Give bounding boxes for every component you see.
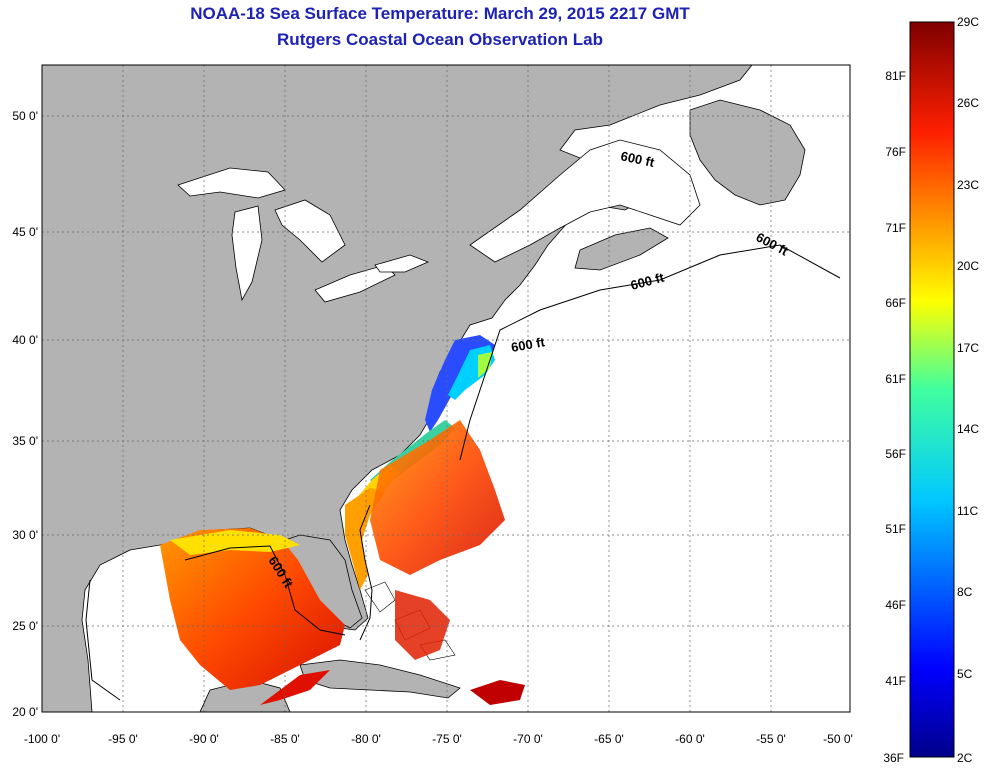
colorbar-c-label: 8C xyxy=(957,585,973,599)
lon-tick-label: -100 0' xyxy=(24,732,60,746)
colorbar-f-label: 81F xyxy=(885,69,906,83)
lon-tick-label: -85 0' xyxy=(270,732,300,746)
lat-tick-label: 50 0' xyxy=(12,109,38,123)
colorbar-f-label: 61F xyxy=(885,372,906,386)
land-nova-scotia xyxy=(574,227,669,271)
lat-tick-label: 20 0' xyxy=(12,705,38,719)
colorbar-f-label: 46F xyxy=(885,598,906,612)
colorbar-fahrenheit-labels: 81F 76F 71F 66F 61F 56F 51F 46F 41F 36F xyxy=(883,69,906,765)
lat-tick-label: 35 0' xyxy=(12,434,38,448)
lon-tick-label: -55 0' xyxy=(756,732,786,746)
lon-tick-label: -80 0' xyxy=(351,732,381,746)
colorbar-c-label: 11C xyxy=(957,504,978,518)
colorbar-f-label: 51F xyxy=(885,522,906,536)
colorbar-f-label: 76F xyxy=(885,145,906,159)
map-frame xyxy=(41,64,851,713)
lat-axis: 20 0' 25 0' 30 0' 35 0' 40 0' 45 0' 50 0… xyxy=(12,109,38,719)
lon-axis: -100 0' -95 0' -90 0' -85 0' -80 0' -75 … xyxy=(24,732,853,746)
colorbar-celsius-labels: 29C 26C 23C 20C 17C 14C 11C 8C 5C 2C xyxy=(957,15,979,765)
temperature-colorbar xyxy=(909,21,955,758)
colorbar-f-label: 41F xyxy=(885,674,906,688)
map-title: NOAA-18 Sea Surface Temperature: March 2… xyxy=(190,4,690,23)
colorbar-c-label: 23C xyxy=(957,178,979,192)
map-subtitle: Rutgers Coastal Ocean Observation Lab xyxy=(277,30,603,49)
contour-label: 600 ft xyxy=(510,334,547,355)
lon-tick-label: -75 0' xyxy=(432,732,462,746)
colorbar-f-label: 66F xyxy=(885,296,906,310)
lon-tick-label: -70 0' xyxy=(513,732,543,746)
lon-tick-label: -60 0' xyxy=(675,732,705,746)
land-newfoundland xyxy=(689,99,806,206)
lon-tick-label: -65 0' xyxy=(594,732,624,746)
lat-tick-label: 45 0' xyxy=(12,225,38,239)
colorbar-c-label: 14C xyxy=(957,422,979,436)
colorbar-f-label: 56F xyxy=(885,447,906,461)
colorbar-c-label: 26C xyxy=(957,96,979,110)
lon-tick-label: -50 0' xyxy=(823,732,853,746)
colorbar-c-label: 29C xyxy=(957,15,979,29)
lon-tick-label: -90 0' xyxy=(189,732,219,746)
colorbar-c-label: 5C xyxy=(957,667,973,681)
colorbar-f-label: 71F xyxy=(885,221,906,235)
contour-label: 600 ft xyxy=(619,148,656,170)
lat-tick-label: 25 0' xyxy=(12,619,38,633)
lon-tick-label: -95 0' xyxy=(108,732,138,746)
colorbar-f-label: 36F xyxy=(883,751,904,765)
colorbar-c-label: 2C xyxy=(957,751,973,765)
colorbar-c-label: 17C xyxy=(957,341,979,355)
land-cuba xyxy=(299,659,461,699)
sst-data-overlay xyxy=(160,335,525,705)
lat-tick-label: 30 0' xyxy=(12,528,38,542)
colorbar-c-label: 20C xyxy=(957,259,979,273)
lat-tick-label: 40 0' xyxy=(12,333,38,347)
great-lakes xyxy=(177,167,430,303)
